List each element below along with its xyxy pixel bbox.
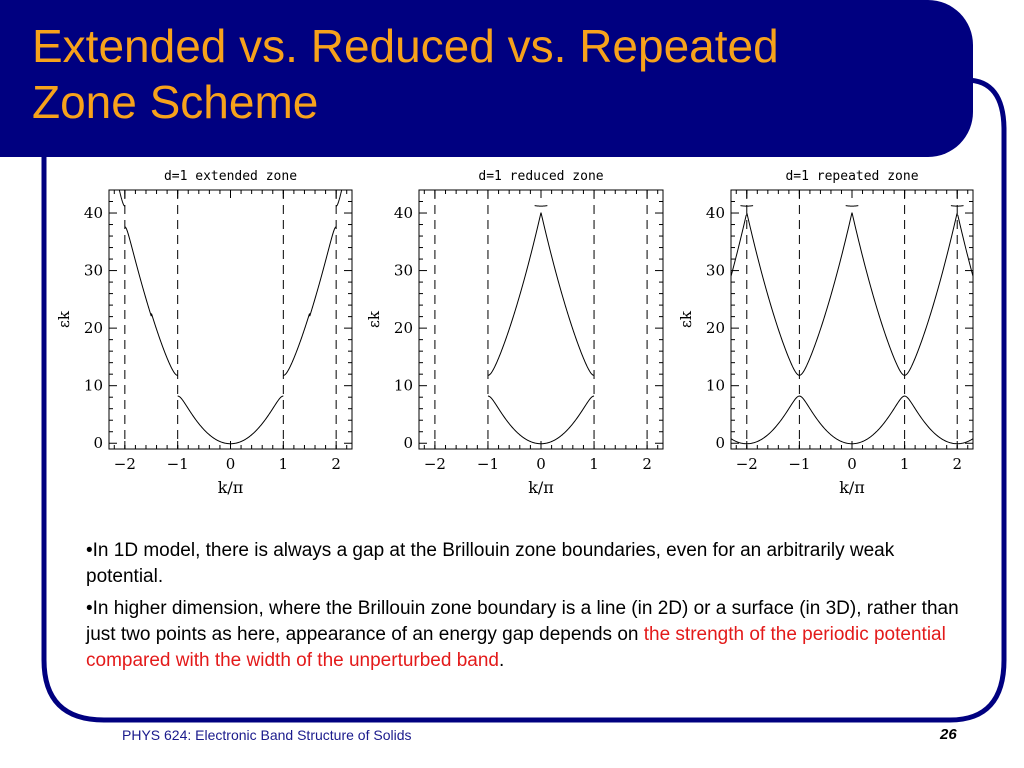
x-tick-label: −1 (788, 455, 810, 473)
plot-frame (730, 189, 974, 450)
series-band-3 (950, 205, 964, 207)
x-axis-label: k/π (839, 478, 865, 497)
plot-inner (731, 190, 973, 449)
x-axis-label: k/π (218, 478, 244, 497)
bullet-2: •In higher dimension, where the Brilloui… (86, 596, 966, 674)
y-tick-label: 10 (706, 377, 725, 395)
series-band-3-left (118, 190, 125, 207)
bullet-2-highlight: the strength of the periodic potential c… (86, 624, 946, 671)
y-tick-label: 40 (706, 204, 725, 222)
chart-title: d=1 reduced zone (478, 169, 603, 184)
bullet-2-end: . (499, 650, 505, 671)
x-tick-label: 2 (642, 455, 652, 473)
series-band-3 (845, 205, 859, 207)
y-tick-label: 10 (394, 377, 413, 395)
plot-frame (418, 189, 664, 450)
slide-title: Extended vs. Reduced vs. Repeated Zone S… (32, 18, 932, 130)
page-number: 26 (940, 726, 957, 743)
series-band-1 (487, 395, 595, 445)
y-tick-label: 0 (715, 434, 725, 452)
chart-title: d=1 extended zone (164, 169, 297, 184)
y-tick-label: 20 (706, 319, 725, 337)
y-axis-label: εk (677, 310, 695, 328)
x-tick-label: −2 (736, 455, 758, 473)
series-band-1 (731, 395, 973, 445)
x-tick-label: 2 (331, 455, 341, 473)
x-tick-label: 2 (952, 455, 962, 473)
footer-course: PHYS 624: Electronic Band Structure of S… (122, 727, 412, 743)
title-line-2: Zone Scheme (32, 76, 319, 128)
y-tick-label: 0 (93, 434, 103, 452)
x-tick-label: 0 (847, 455, 857, 473)
content-border (41, 77, 1007, 723)
bullet-1: •In 1D model, there is always a gap at t… (86, 540, 895, 587)
title-band (0, 0, 973, 157)
y-tick-label: 20 (84, 319, 103, 337)
series-band-2 (487, 212, 595, 376)
x-tick-label: 1 (900, 455, 910, 473)
title-line-1: Extended vs. Reduced vs. Repeated (32, 20, 779, 72)
y-axis-label: εk (55, 310, 73, 328)
x-tick-label: −1 (167, 455, 189, 473)
x-tick-label: −2 (114, 455, 136, 473)
series-band-2-left (124, 226, 178, 376)
x-tick-label: 1 (589, 455, 599, 473)
bullet-2-text: •In higher dimension, where the Brilloui… (86, 598, 959, 645)
y-tick-label: 10 (84, 377, 103, 395)
chart-title: d=1 repeated zone (785, 169, 918, 184)
series-band-3-right (336, 190, 343, 207)
series-band-2-right (283, 226, 337, 376)
y-axis-label: εk (365, 310, 383, 328)
plot-frame (108, 189, 353, 450)
y-tick-label: 20 (394, 319, 413, 337)
x-tick-label: −1 (477, 455, 499, 473)
y-tick-label: 30 (706, 262, 725, 280)
plot-inner (118, 190, 343, 449)
series-band-2 (731, 212, 973, 376)
bullet-list: •In 1D model, there is always a gap at t… (86, 538, 966, 680)
x-tick-label: 0 (226, 455, 236, 473)
y-tick-label: 30 (394, 262, 413, 280)
y-tick-label: 30 (84, 262, 103, 280)
x-tick-label: 1 (279, 455, 289, 473)
x-axis-label: k/π (528, 478, 554, 497)
x-tick-label: −2 (424, 455, 446, 473)
x-tick-label: 0 (536, 455, 546, 473)
series-band-1 (177, 395, 284, 445)
y-tick-label: 40 (84, 204, 103, 222)
y-tick-label: 0 (403, 434, 413, 452)
series-band-3 (740, 205, 754, 207)
series-band-3 (534, 205, 548, 207)
y-tick-label: 40 (394, 204, 413, 222)
plot-inner (434, 190, 648, 449)
